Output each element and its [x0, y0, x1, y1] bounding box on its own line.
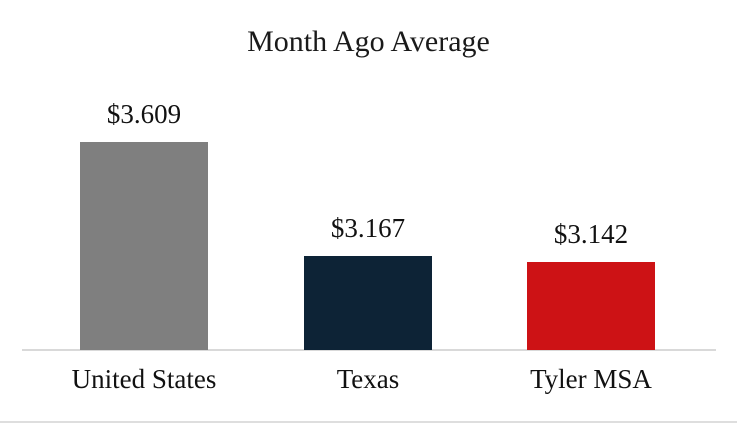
bar-tyler-msa: [527, 262, 655, 350]
category-label-texas: Texas: [336, 364, 400, 394]
bar-group-tyler-msa: $3.142 Tyler MSA: [479, 0, 703, 421]
chart-title: Month Ago Average: [247, 25, 490, 58]
data-label-united-states: $3.609: [106, 99, 182, 129]
category-label-united-states: United States: [71, 364, 217, 394]
category-label-tyler-msa: Tyler MSA: [530, 364, 652, 394]
x-axis-line: [22, 349, 716, 351]
data-label-texas: $3.167: [330, 213, 406, 243]
bar-group-united-states: $3.609 United States: [32, 0, 256, 421]
data-label-tyler-msa: $3.142: [553, 219, 629, 249]
bar-group-texas: $3.167 Texas: [256, 0, 480, 421]
bar-united-states: [80, 142, 208, 350]
bar-texas: [304, 256, 432, 350]
